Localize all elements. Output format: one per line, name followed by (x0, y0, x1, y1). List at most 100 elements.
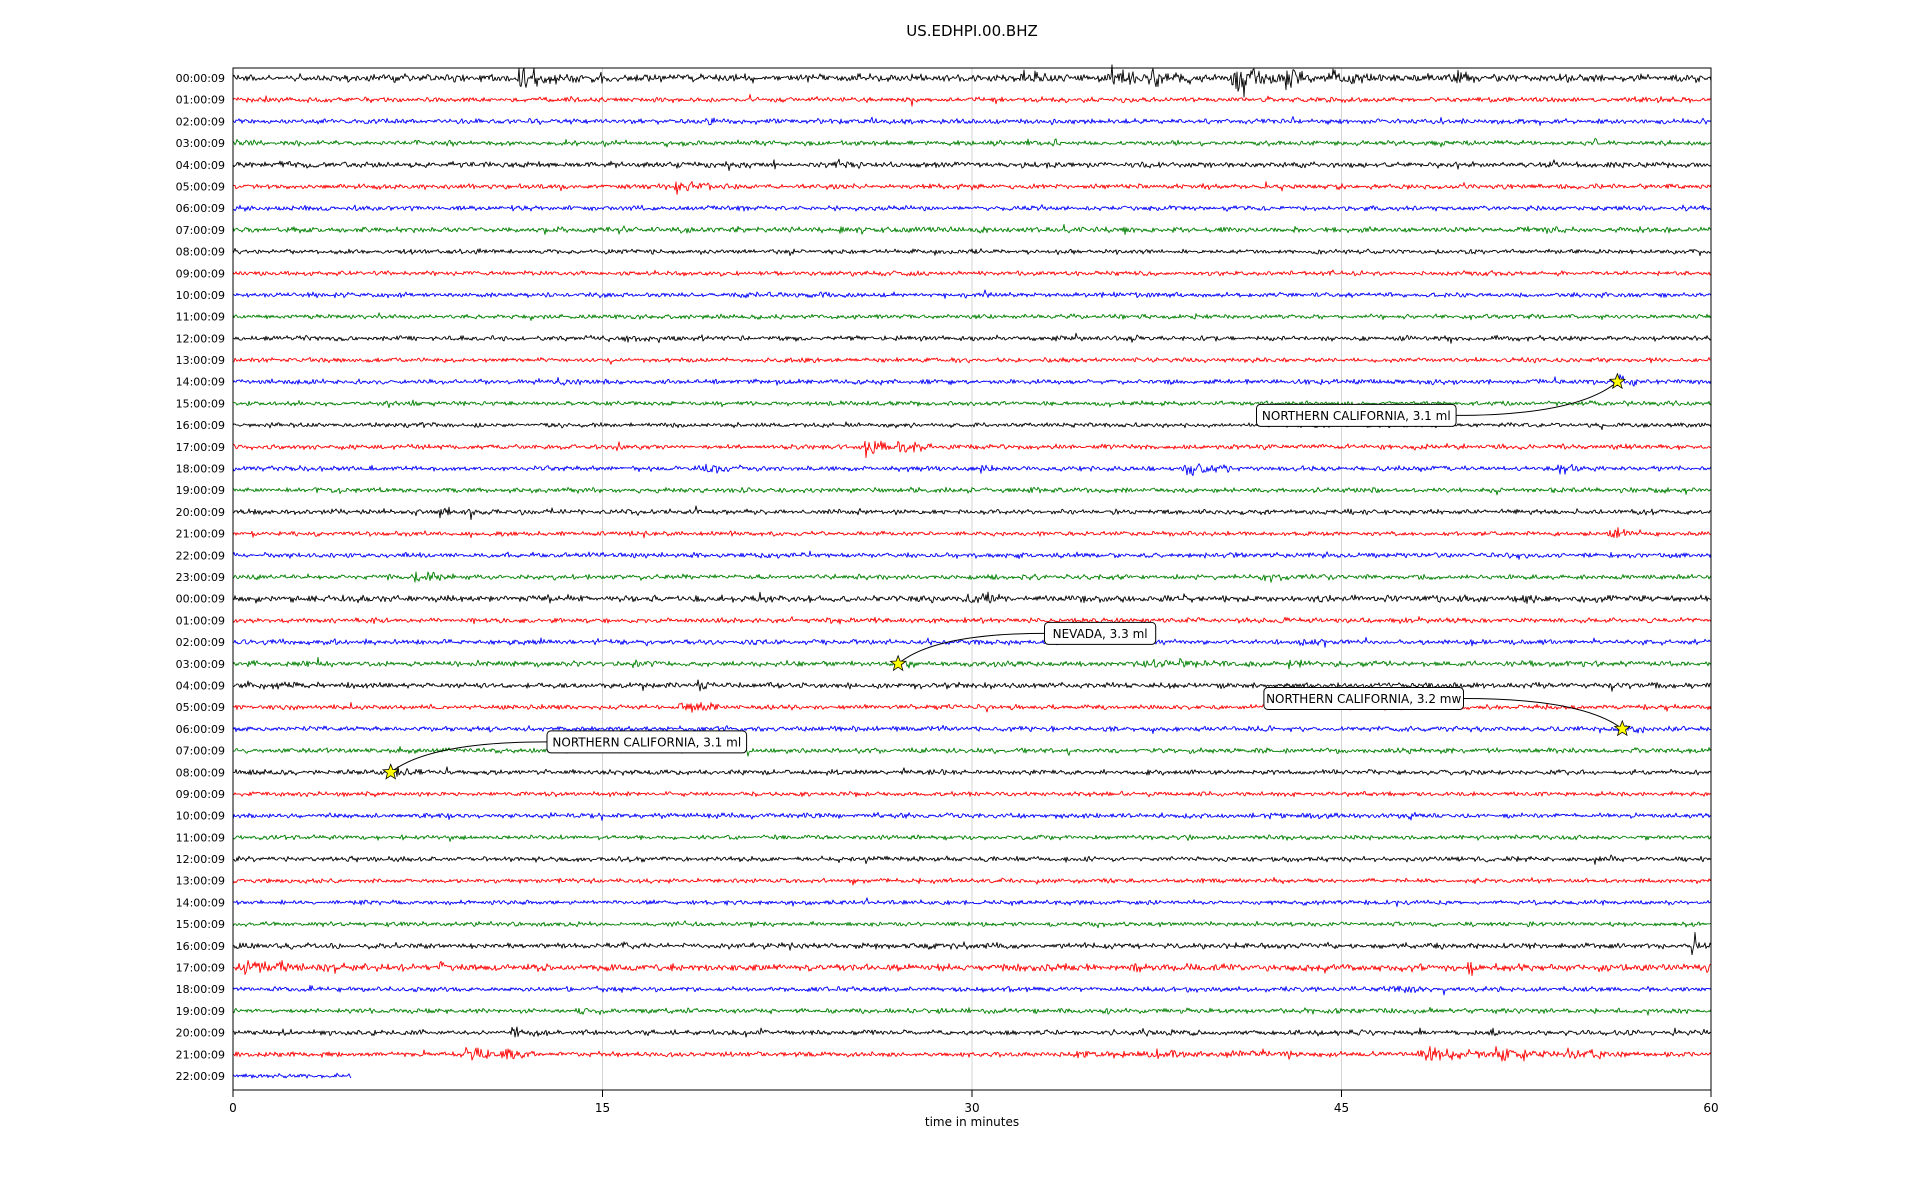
trace-time-label: 02:00:09 (176, 636, 225, 649)
seismogram-trace (232, 984, 1712, 996)
seismogram-trace (232, 591, 1712, 604)
seismogram-trace (233, 399, 1712, 409)
trace-time-label: 20:00:09 (176, 1027, 225, 1040)
event-label-box (1263, 687, 1465, 710)
axis-layer: 0 15 30 45 60 (229, 1090, 1719, 1115)
seismogram-trace (232, 356, 1712, 365)
seismogram-trace (232, 1072, 352, 1079)
event-label-text: NEVADA, 3.3 ml (1053, 627, 1148, 641)
plot-title: US.EDHPI.00.BHZ (906, 22, 1038, 40)
seismogram-trace (232, 116, 1712, 126)
seismogram-trace (232, 550, 1712, 560)
trace-time-label: 21:00:09 (176, 1048, 225, 1061)
event-label-text: NORTHERN CALIFORNIA, 3.2 mw (1266, 692, 1461, 706)
trace-time-label: 22:00:09 (176, 549, 225, 562)
trace-time-label: 16:00:09 (176, 419, 225, 432)
trace-time-label: 19:00:09 (176, 1005, 225, 1018)
seismogram-trace (232, 1026, 1712, 1038)
seismogram-trace (232, 204, 1712, 212)
trace-time-label: 11:00:09 (176, 311, 225, 324)
trace-time-label: 06:00:09 (176, 202, 225, 215)
trace-time-label: 13:00:09 (176, 354, 225, 367)
seismogram-trace (232, 374, 1712, 387)
trace-layer: 00:00:09 01:00:09 02:00:09 03:00:09 04:00:09… (176, 64, 1712, 1083)
seismogram-trace (232, 932, 1712, 956)
seismogram-trace (232, 505, 1712, 521)
trace-time-label: 15:00:09 (176, 918, 225, 931)
trace-time-label: 01:00:09 (176, 94, 225, 107)
seismogram-trace (232, 1045, 1712, 1062)
event-label-box (1256, 403, 1457, 427)
seismogram-trace (232, 811, 1712, 821)
seismogram-trace (232, 1006, 1712, 1016)
event-layer: NORTHERN CALIFORNIA, 3.1 ml NEVADA, 3.3 m… (381, 372, 1631, 780)
event-connector (897, 632, 1045, 665)
trace-time-label: 08:00:09 (176, 766, 225, 779)
trace-time-label: 11:00:09 (176, 831, 225, 844)
seismogram-trace (232, 486, 1712, 496)
seismogram-trace (232, 702, 1712, 713)
seismogram-trace (232, 463, 1712, 477)
trace-time-label: 05:00:09 (176, 180, 225, 193)
seismogram-trace (232, 138, 1712, 148)
trace-time-label: 12:00:09 (176, 332, 225, 345)
trace-time-label: 21:00:09 (176, 528, 225, 541)
x-tick-label: 45 (1334, 1101, 1349, 1115)
trace-time-label: 03:00:09 (176, 658, 225, 671)
event-label-text: NORTHERN CALIFORNIA, 3.1 ml (552, 735, 741, 749)
plot-border (232, 67, 1712, 1091)
seismogram-trace (232, 158, 1712, 171)
trace-time-label: 14:00:09 (176, 376, 225, 389)
trace-time-label: 12:00:09 (176, 853, 225, 866)
seismogram-trace (232, 959, 1712, 977)
seismogram-trace (232, 289, 1712, 299)
seismogram-trace (232, 64, 1712, 98)
seismogram-trace (232, 247, 1712, 257)
trace-time-label: 22:00:09 (176, 1070, 225, 1083)
seismogram-trace (232, 854, 1712, 865)
seismogram-trace (232, 724, 1712, 735)
x-tick-label: 30 (964, 1101, 979, 1115)
event-star-icon (381, 763, 400, 780)
trace-time-label: 09:00:09 (176, 267, 225, 280)
x-tick-label: 0 (229, 1101, 237, 1115)
seismogram-trace (232, 656, 1712, 670)
trace-time-label: 10:00:09 (176, 289, 225, 302)
seismogram-trace (232, 312, 1712, 321)
trace-time-label: 17:00:09 (176, 962, 225, 975)
seismogram-trace (232, 269, 1712, 277)
seismogram-trace (232, 527, 1712, 539)
grid-layer (602, 68, 1342, 1090)
trace-time-label: 07:00:09 (176, 745, 225, 758)
seismogram-trace (232, 332, 1712, 344)
trace-time-label: 15:00:09 (176, 397, 225, 410)
trace-time-label: 04:00:09 (176, 679, 225, 692)
seismogram-trace (232, 616, 1712, 625)
trace-time-label: 23:00:09 (176, 571, 225, 584)
seismogram-trace (232, 679, 1712, 692)
trace-time-label: 18:00:09 (176, 463, 225, 476)
event-label-box (546, 730, 748, 754)
seismogram-trace (232, 93, 1712, 107)
event-label-box (1044, 621, 1157, 645)
seismogram-trace (232, 636, 1711, 648)
trace-time-label: 04:00:09 (176, 159, 225, 172)
event-star-icon (889, 654, 907, 672)
trace-time-label: 18:00:09 (176, 983, 225, 996)
trace-time-label: 08:00:09 (176, 246, 225, 259)
event-star-icon (1608, 372, 1627, 390)
trace-time-label: 09:00:09 (176, 788, 225, 801)
trace-time-label: 13:00:09 (176, 875, 225, 888)
trace-time-label: 01:00:09 (176, 614, 225, 627)
event-connector (1456, 381, 1618, 416)
trace-time-label: 00:00:09 (176, 72, 225, 85)
trace-time-label: 05:00:09 (176, 701, 225, 714)
trace-time-label: 02:00:09 (176, 115, 225, 128)
x-tick-label: 15 (595, 1101, 610, 1115)
trace-time-label: 16:00:09 (176, 940, 225, 953)
trace-time-label: 17:00:09 (176, 441, 225, 454)
seismogram-trace (232, 421, 1712, 431)
trace-time-label: 14:00:09 (176, 896, 225, 909)
